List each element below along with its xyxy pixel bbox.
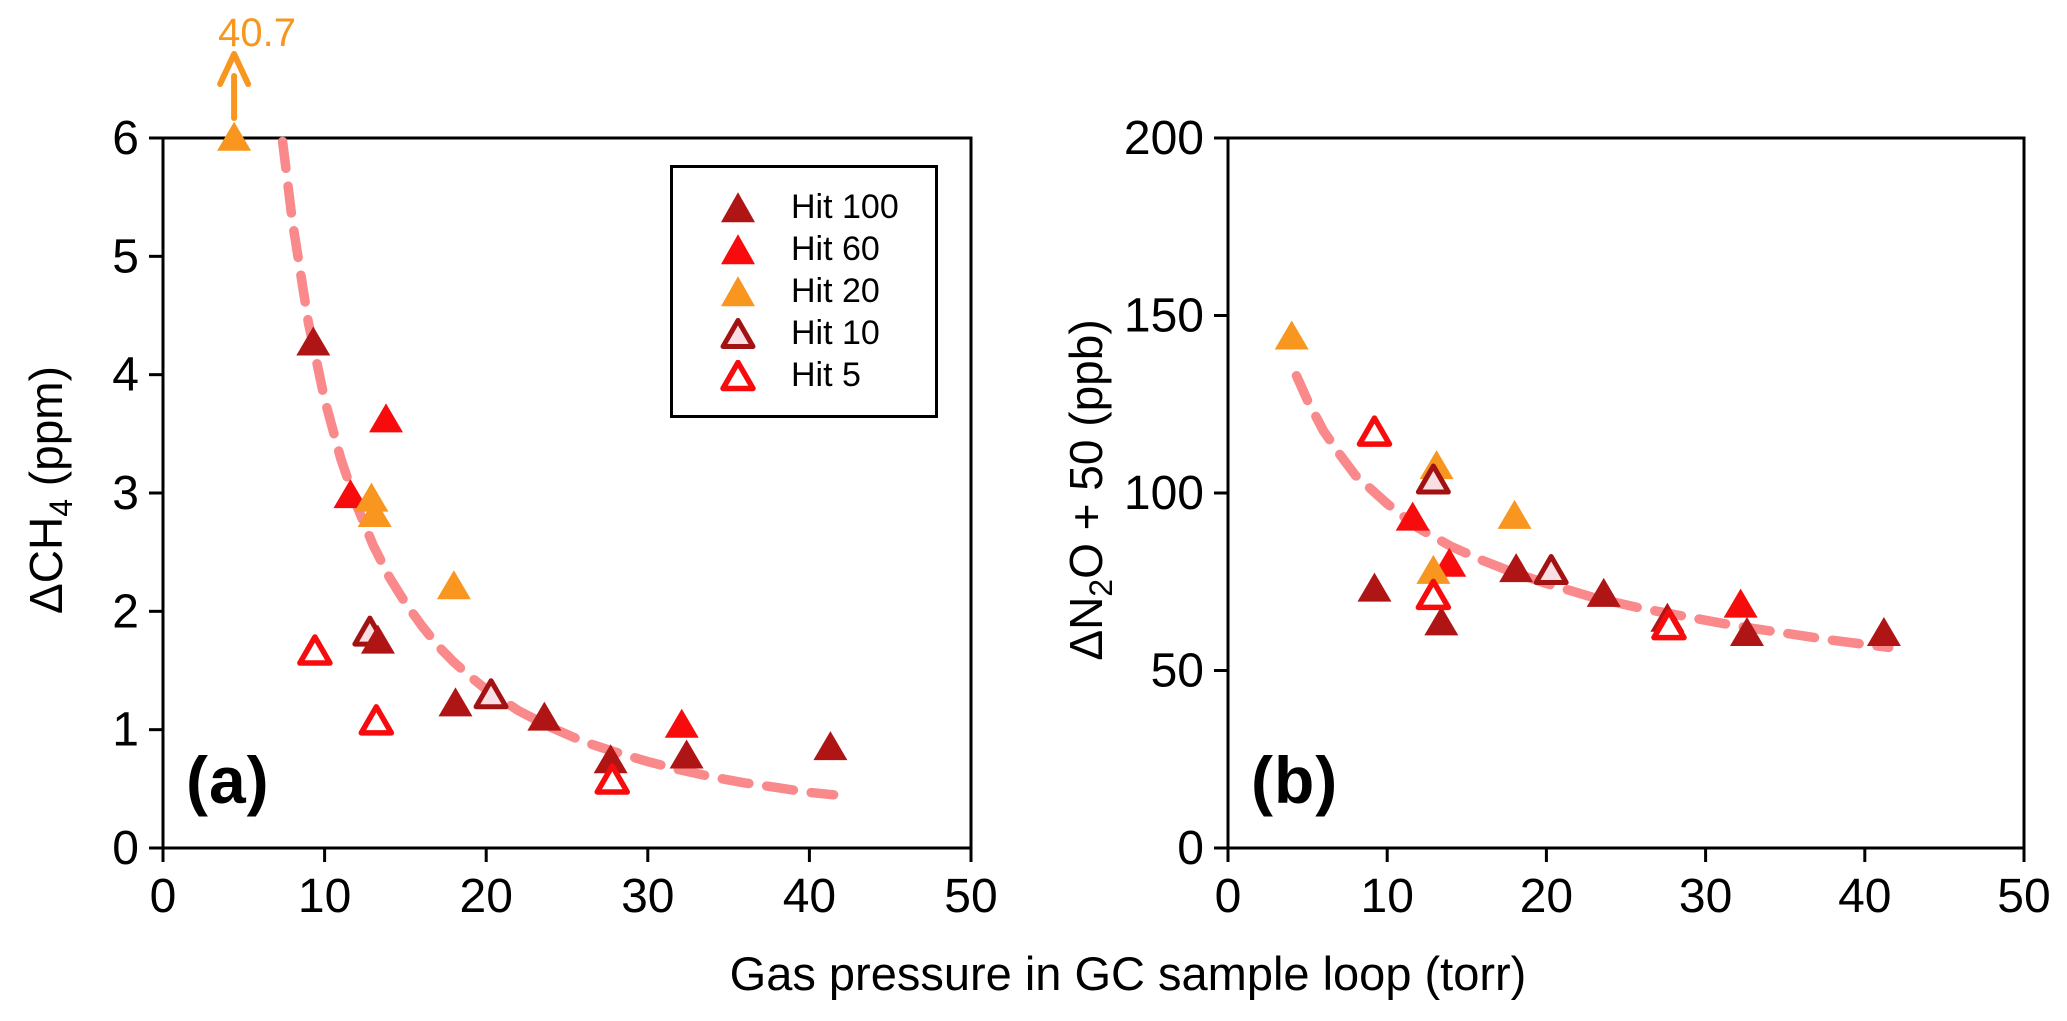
data-point-hit100 xyxy=(1729,616,1764,646)
legend-item-hit60: Hit 60 xyxy=(673,229,935,271)
y-tick-label: 0 xyxy=(112,822,139,875)
legend-marker-hit5-triangle-icon xyxy=(720,359,756,391)
x-tick-label: 30 xyxy=(1679,870,1732,923)
x-tick-label: 0 xyxy=(1215,870,1242,923)
data-point-hit5 xyxy=(1415,578,1452,611)
offscale-annotation: 40.7 xyxy=(217,11,296,121)
legend-marker-hit10-triangle-icon xyxy=(720,317,756,349)
legend-marker-hit100-triangle-icon xyxy=(721,191,755,222)
y-axis-title-b-subscript: 2 xyxy=(1083,578,1119,597)
y-tick-label: 5 xyxy=(112,230,139,283)
data-point-hit60 xyxy=(664,708,699,738)
x-tick-label: 40 xyxy=(783,870,836,923)
x-tick-label: 10 xyxy=(1361,870,1414,923)
legend-item-hit20: Hit 20 xyxy=(673,271,935,313)
y-tick-label: 50 xyxy=(1151,645,1204,698)
x-tick-label: 20 xyxy=(460,870,513,923)
y-tick-label: 0 xyxy=(1177,822,1204,875)
x-tick-label: 20 xyxy=(1520,870,1573,923)
data-point-hit5 xyxy=(297,634,333,666)
legend-marker-hit60-triangle-icon xyxy=(721,233,755,264)
x-tick-label: 50 xyxy=(944,870,997,923)
y-tick-label: 150 xyxy=(1124,290,1204,343)
y-axis-title-a-prefix: ΔCH xyxy=(20,516,72,614)
legend-item-hit5: Hit 5 xyxy=(673,355,935,397)
panel-label-a: (a) xyxy=(186,743,270,817)
legend-item-hit100: Hit 100 xyxy=(673,187,935,229)
data-point-hit100 xyxy=(1357,572,1392,602)
data-point-hit100 xyxy=(527,701,562,731)
data-point-hit20 xyxy=(1274,320,1309,350)
data-point-hit10 xyxy=(1415,463,1451,495)
plot-frame xyxy=(1226,136,2026,850)
y-tick-label: 100 xyxy=(1124,467,1204,520)
y-axis-title-b-prefix: ΔN xyxy=(1060,596,1112,661)
data-point-hit100 xyxy=(1586,577,1621,607)
data-point-hit20 xyxy=(354,482,389,512)
panel-a: 0 10 20 30 40 50 0 1 2 3 4 5 6 40.7 xyxy=(112,11,997,923)
x-axis-title: Gas pressure in GC sample loop (torr) xyxy=(729,947,1527,1000)
data-point-hit20 xyxy=(436,570,471,600)
data-point-hit20 xyxy=(217,121,252,151)
y-axis-title-a-subscript: 4 xyxy=(43,498,79,517)
data-point-hit100 xyxy=(1866,616,1901,646)
panel-b: 0 10 20 30 40 50 0 50 100 150 200 xyxy=(1124,112,2051,923)
data-point-hit5 xyxy=(594,763,630,795)
trend-curve xyxy=(1291,371,1894,653)
panel-label-b: (b) xyxy=(1251,743,1339,817)
trend-curve xyxy=(277,136,839,800)
data-point-hit100 xyxy=(1499,553,1534,583)
y-tick-label: 4 xyxy=(112,349,139,402)
data-point-hit100 xyxy=(438,687,473,717)
data-point-hit10 xyxy=(473,678,509,710)
x-tick-label: 10 xyxy=(298,870,351,923)
x-tick-label: 30 xyxy=(621,870,674,923)
data-point-hit100 xyxy=(296,326,331,356)
data-point-hit100 xyxy=(1424,606,1459,636)
y-axis-title-panel-a: ΔCH4 (ppm) xyxy=(19,366,79,614)
data-point-hit20 xyxy=(1416,554,1451,584)
y-tick-label: 6 xyxy=(112,112,139,165)
data-point-hit20 xyxy=(357,498,392,528)
legend: Hit 100 Hit 60 Hit 20 Hit 10 Hit 5 xyxy=(670,165,938,418)
y-axis-title-a-suffix: (ppm) xyxy=(20,366,72,499)
x-tick-label: 50 xyxy=(1997,870,2050,923)
x-tick-label: 40 xyxy=(1838,870,1891,923)
data-point-hit100 xyxy=(813,731,848,761)
data-point-hit60 xyxy=(369,403,404,433)
y-axis-title-b-suffix: O + 50 (ppb) xyxy=(1060,319,1112,579)
annotation-arrow-head xyxy=(217,51,252,87)
data-point-hit5 xyxy=(1651,608,1687,641)
annotation-value: 40.7 xyxy=(218,11,296,55)
legend-label: Hit 60 xyxy=(791,230,880,268)
data-point-hit60 xyxy=(1395,501,1430,531)
data-point-hit100 xyxy=(593,744,628,774)
data-point-hit5 xyxy=(1356,415,1393,447)
legend-label: Hit 5 xyxy=(791,356,861,394)
x-tick-label: 0 xyxy=(150,870,177,923)
y-axis-title-panel-b: ΔN2O + 50 (ppb) xyxy=(1059,319,1119,661)
legend-label: Hit 100 xyxy=(791,188,899,226)
y-tick-label: 1 xyxy=(112,704,139,757)
data-point-hit60 xyxy=(333,479,368,509)
data-point-hit100 xyxy=(360,624,395,654)
data-point-hit5 xyxy=(358,704,395,736)
y-tick-label: 200 xyxy=(1124,112,1204,165)
data-point-hit10 xyxy=(1533,554,1569,586)
data-point-hit100 xyxy=(669,739,704,769)
legend-label: Hit 20 xyxy=(791,272,880,310)
data-point-hit20 xyxy=(1497,499,1532,529)
legend-marker-hit20-triangle-icon xyxy=(721,275,755,306)
legend-label: Hit 10 xyxy=(791,314,880,352)
legend-item-hit10: Hit 10 xyxy=(673,313,935,355)
data-point-hit60 xyxy=(1723,588,1758,618)
y-tick-label: 3 xyxy=(112,467,139,520)
y-tick-label: 2 xyxy=(112,585,139,638)
